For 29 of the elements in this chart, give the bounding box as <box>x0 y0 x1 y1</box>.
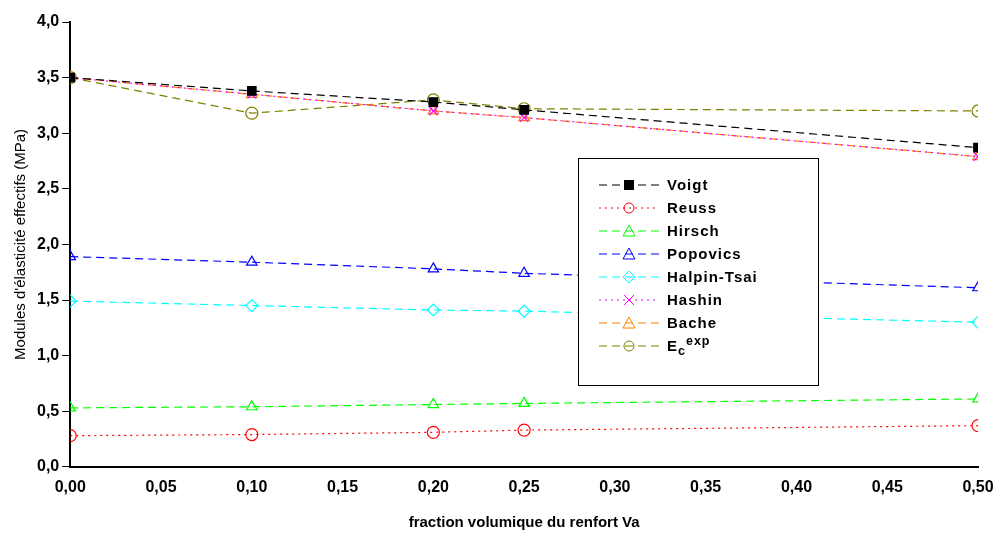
legend-label: Halpin-Tsai <box>667 268 758 285</box>
y-tick-label: 2,0 <box>36 234 60 252</box>
y-axis-title: Modules d'élasticité effectifs (MPa) <box>11 128 29 360</box>
y-tick-label: 2,5 <box>36 179 60 197</box>
legend-label: Voigt <box>667 176 709 193</box>
y-tick-label: 4,0 <box>36 12 60 30</box>
x-tick-label: 0,30 <box>599 477 631 495</box>
y-tick-label: 0,0 <box>36 457 60 475</box>
x-tick-label: 0,45 <box>871 477 903 495</box>
legend-label: Popovics <box>667 245 742 262</box>
x-axis-title: fraction volumique du renfort Va <box>408 513 641 531</box>
x-tick-label: 0,05 <box>145 477 177 495</box>
y-tick-label: 3,5 <box>36 68 60 86</box>
x-tick-label: 0,10 <box>236 477 268 495</box>
x-tick-label: 0,00 <box>54 477 86 495</box>
x-tick-label: 0,15 <box>327 477 359 495</box>
y-tick-label: 1,5 <box>36 290 60 308</box>
legend-label: Hirsch <box>667 222 720 239</box>
x-tick-label: 0,40 <box>780 477 813 495</box>
x-tick-label: 0,50 <box>962 477 994 495</box>
y-tick-label: 0,5 <box>36 401 60 419</box>
y-tick-label: 1,0 <box>36 346 60 364</box>
x-tick-label: 0,25 <box>508 477 540 495</box>
legend-label: Hashin <box>667 291 724 308</box>
legend-label: Reuss <box>667 199 718 216</box>
x-tick-label: 0,20 <box>417 477 450 495</box>
y-tick-label: 3,0 <box>36 123 60 141</box>
x-tick-label: 0,35 <box>690 477 722 495</box>
legend-label: Bache <box>667 314 718 331</box>
